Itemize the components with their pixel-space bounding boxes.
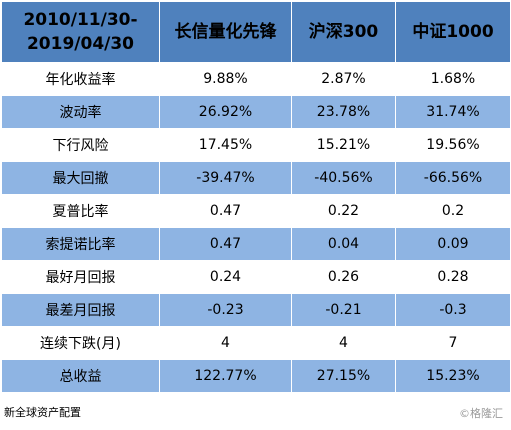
cell-value: 15.23% bbox=[395, 359, 511, 393]
period-header-cell: 2010/11/30- 2019/04/30 bbox=[1, 1, 160, 63]
cell-value: 0.09 bbox=[395, 227, 511, 261]
cell-value: 0.24 bbox=[159, 260, 292, 294]
period-start: 2010/11/30- bbox=[23, 10, 138, 30]
cell-value: 23.78% bbox=[291, 95, 396, 129]
source-note: 新全球资产配置 bbox=[4, 406, 81, 419]
table-row: 下行风险 17.45% 15.21% 19.56% bbox=[1, 128, 511, 162]
cell-value: 0.47 bbox=[159, 227, 292, 261]
row-label: 最好月回报 bbox=[1, 260, 160, 294]
row-label: 连续下跌(月) bbox=[1, 326, 160, 360]
table-row: 索提诺比率 0.47 0.04 0.09 bbox=[1, 227, 511, 261]
column-header-fund: 长信量化先锋 bbox=[159, 1, 292, 63]
table-row: 连续下跌(月) 4 4 7 bbox=[1, 326, 511, 360]
table-row: 最好月回报 0.24 0.26 0.28 bbox=[1, 260, 511, 294]
cell-value: 4 bbox=[159, 326, 292, 360]
cell-value: -66.56% bbox=[395, 161, 511, 195]
table-row: 最大回撤 -39.47% -40.56% -66.56% bbox=[1, 161, 511, 195]
table-row: 最差月回报 -0.23 -0.21 -0.3 bbox=[1, 293, 511, 327]
table-row: 年化收益率 9.88% 2.87% 1.68% bbox=[1, 62, 511, 96]
cell-value: 0.47 bbox=[159, 194, 292, 228]
cell-value: -39.47% bbox=[159, 161, 292, 195]
cell-value: 4 bbox=[291, 326, 396, 360]
period-end: 2019/04/30 bbox=[26, 34, 135, 54]
row-label: 总收益 bbox=[1, 359, 160, 393]
cell-value: 122.77% bbox=[159, 359, 292, 393]
cell-value: -40.56% bbox=[291, 161, 396, 195]
cell-value: -0.21 bbox=[291, 293, 396, 327]
cell-value: -0.23 bbox=[159, 293, 292, 327]
cell-value: 27.15% bbox=[291, 359, 396, 393]
cell-value: 2.87% bbox=[291, 62, 396, 96]
cell-value: 7 bbox=[395, 326, 511, 360]
cell-value: 31.74% bbox=[395, 95, 511, 129]
row-label: 下行风险 bbox=[1, 128, 160, 162]
column-header-csi1000: 中证1000 bbox=[395, 1, 511, 63]
cell-value: 1.68% bbox=[395, 62, 511, 96]
cell-value: 0.28 bbox=[395, 260, 511, 294]
table-row: 波动率 26.92% 23.78% 31.74% bbox=[1, 95, 511, 129]
table-header-row: 2010/11/30- 2019/04/30 长信量化先锋 沪深300 中证10… bbox=[1, 1, 511, 63]
cell-value: 26.92% bbox=[159, 95, 292, 129]
watermark: ©格隆汇 bbox=[459, 407, 503, 420]
row-label: 波动率 bbox=[1, 95, 160, 129]
cell-value: 15.21% bbox=[291, 128, 396, 162]
cell-value: 19.56% bbox=[395, 128, 511, 162]
cell-value: 0.2 bbox=[395, 194, 511, 228]
cell-value: -0.3 bbox=[395, 293, 511, 327]
performance-table: 2010/11/30- 2019/04/30 长信量化先锋 沪深300 中证10… bbox=[1, 1, 511, 393]
table-row: 夏普比率 0.47 0.22 0.2 bbox=[1, 194, 511, 228]
cell-value: 17.45% bbox=[159, 128, 292, 162]
row-label: 年化收益率 bbox=[1, 62, 160, 96]
row-label: 最差月回报 bbox=[1, 293, 160, 327]
row-label: 最大回撤 bbox=[1, 161, 160, 195]
cell-value: 0.26 bbox=[291, 260, 396, 294]
table-row: 总收益 122.77% 27.15% 15.23% bbox=[1, 359, 511, 393]
row-label: 索提诺比率 bbox=[1, 227, 160, 261]
cell-value: 9.88% bbox=[159, 62, 292, 96]
row-label: 夏普比率 bbox=[1, 194, 160, 228]
column-header-hs300: 沪深300 bbox=[291, 1, 396, 63]
cell-value: 0.04 bbox=[291, 227, 396, 261]
cell-value: 0.22 bbox=[291, 194, 396, 228]
